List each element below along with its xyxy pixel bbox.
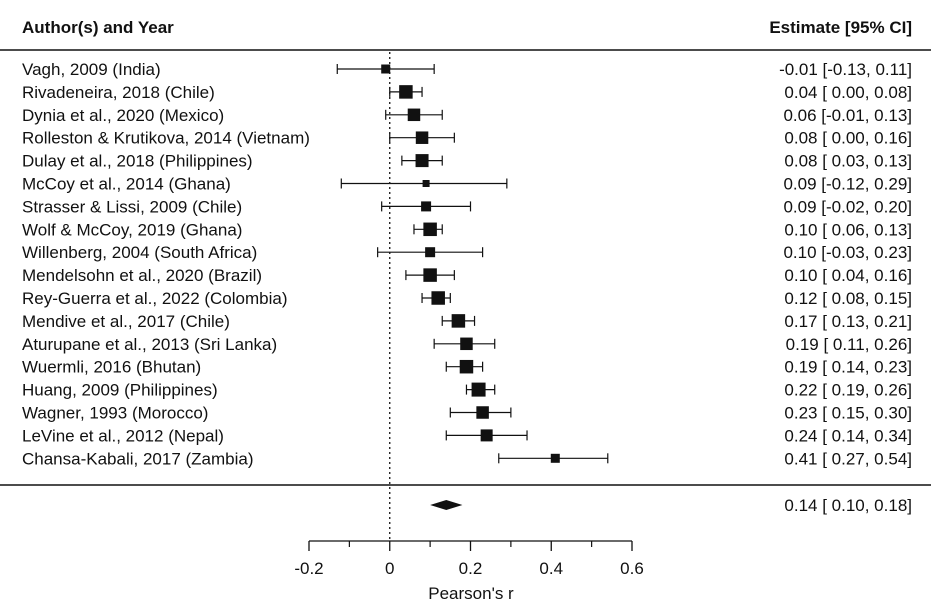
- study-estimate-text: 0.10 [ 0.06, 0.13]: [784, 220, 912, 239]
- study-estimate-text: 0.08 [ 0.00, 0.16]: [784, 129, 912, 148]
- study-label: Dulay et al., 2018 (Philippines): [22, 152, 253, 171]
- study-row: Wuermli, 2016 (Bhutan) 0.19 [ 0.14, 0.23]: [22, 358, 912, 377]
- header-right: Estimate [95% CI]: [769, 18, 912, 37]
- study-row: Rivadeneira, 2018 (Chile) 0.04 [ 0.00, 0.…: [22, 83, 912, 102]
- study-row: Huang, 2009 (Philippines) 0.22 [ 0.19, 0.…: [22, 381, 912, 400]
- study-row: Mendive et al., 2017 (Chile) 0.17 [ 0.13,…: [22, 312, 912, 331]
- study-label: Rey-Guerra et al., 2022 (Colombia): [22, 289, 288, 308]
- study-label: Aturupane et al., 2013 (Sri Lanka): [22, 335, 277, 354]
- study-row: Chansa-Kabali, 2017 (Zambia) 0.41 [ 0.27,…: [22, 449, 912, 468]
- study-estimate-text: 0.10 [-0.03, 0.23]: [783, 243, 912, 262]
- study-row: Willenberg, 2004 (South Africa) 0.10 [-0.…: [22, 243, 912, 262]
- study-label: LeVine et al., 2012 (Nepal): [22, 426, 224, 445]
- study-estimate-text: 0.17 [ 0.13, 0.21]: [784, 312, 912, 331]
- point-estimate: [421, 201, 432, 212]
- point-estimate: [415, 131, 429, 144]
- point-estimate: [399, 85, 413, 99]
- point-estimate: [423, 268, 437, 282]
- point-estimate: [422, 180, 430, 187]
- point-estimate: [431, 291, 445, 305]
- study-row: Mendelsohn et al., 2020 (Brazil) 0.10 [ 0…: [22, 266, 912, 285]
- x-tick-label: 0.4: [539, 559, 563, 578]
- study-estimate-text: 0.04 [ 0.00, 0.08]: [784, 83, 912, 102]
- point-estimate: [550, 453, 560, 463]
- study-estimate-text: 0.08 [ 0.03, 0.13]: [784, 152, 912, 171]
- study-label: Wuermli, 2016 (Bhutan): [22, 358, 201, 377]
- study-estimate-text: 0.09 [-0.02, 0.20]: [783, 197, 912, 216]
- study-label: Vagh, 2009 (India): [22, 60, 161, 79]
- point-estimate: [476, 406, 489, 419]
- study-estimate-text: 0.22 [ 0.19, 0.26]: [784, 381, 912, 400]
- study-label: Mendive et al., 2017 (Chile): [22, 312, 230, 331]
- study-row: Wagner, 1993 (Morocco) 0.23 [ 0.15, 0.30]: [22, 404, 912, 423]
- x-axis-title: Pearson's r: [428, 584, 514, 603]
- summary-row: 0.14 [ 0.10, 0.18]: [430, 496, 912, 515]
- point-estimate: [407, 108, 421, 122]
- study-label: Chansa-Kabali, 2017 (Zambia): [22, 449, 254, 468]
- study-label: Wagner, 1993 (Morocco): [22, 404, 208, 423]
- study-row: Dulay et al., 2018 (Philippines) 0.08 [ 0…: [22, 152, 912, 171]
- study-estimate-text: 0.24 [ 0.14, 0.34]: [784, 426, 912, 445]
- study-estimate-text: 0.06 [-0.01, 0.13]: [783, 106, 912, 125]
- summary-estimate-text: 0.14 [ 0.10, 0.18]: [784, 496, 912, 515]
- study-estimate-text: 0.09 [-0.12, 0.29]: [783, 175, 912, 194]
- study-estimate-text: 0.41 [ 0.27, 0.54]: [784, 449, 912, 468]
- study-label: Rivadeneira, 2018 (Chile): [22, 83, 215, 102]
- study-label: Mendelsohn et al., 2020 (Brazil): [22, 266, 262, 285]
- study-row: Rolleston & Krutikova, 2014 (Vietnam) 0.0…: [22, 129, 912, 148]
- study-estimate-text: 0.10 [ 0.04, 0.16]: [784, 266, 912, 285]
- point-estimate: [425, 247, 436, 258]
- point-estimate: [451, 314, 466, 328]
- study-estimate-text: 0.12 [ 0.08, 0.15]: [784, 289, 912, 308]
- study-label: Dynia et al., 2020 (Mexico): [22, 106, 224, 125]
- study-estimate-text: 0.19 [ 0.11, 0.26]: [786, 335, 912, 354]
- point-estimate: [480, 429, 493, 442]
- study-label: Rolleston & Krutikova, 2014 (Vietnam): [22, 129, 310, 148]
- study-row: Wolf & McCoy, 2019 (Ghana) 0.10 [ 0.06, 0…: [22, 220, 912, 239]
- study-row: McCoy et al., 2014 (Ghana) 0.09 [-0.12, 0…: [22, 175, 912, 194]
- point-estimate: [460, 337, 473, 351]
- point-estimate: [415, 154, 429, 168]
- point-estimate: [423, 222, 437, 237]
- study-row: Dynia et al., 2020 (Mexico) 0.06 [-0.01, …: [22, 106, 912, 125]
- study-row: Rey-Guerra et al., 2022 (Colombia) 0.12 […: [22, 289, 912, 308]
- study-estimate-text: 0.23 [ 0.15, 0.30]: [784, 404, 912, 423]
- study-label: Willenberg, 2004 (South Africa): [22, 243, 257, 262]
- point-estimate: [459, 359, 474, 374]
- study-rows: Vagh, 2009 (India) -0.01 [-0.13, 0.11] Riv…: [22, 60, 912, 468]
- x-tick-label: 0.2: [459, 559, 483, 578]
- x-tick-label: -0.2: [294, 559, 323, 578]
- study-label: Wolf & McCoy, 2019 (Ghana): [22, 220, 242, 239]
- study-row: Strasser & Lissi, 2009 (Chile) 0.09 [-0.0…: [22, 197, 912, 216]
- study-row: LeVine et al., 2012 (Nepal) 0.24 [ 0.14, …: [22, 426, 912, 445]
- x-axis: -0.2 0 0.2 0.4 0.6: [294, 540, 644, 578]
- summary-diamond: [430, 500, 463, 510]
- study-row: Aturupane et al., 2013 (Sri Lanka) 0.19 […: [22, 335, 912, 354]
- point-estimate: [381, 64, 391, 74]
- study-label: Strasser & Lissi, 2009 (Chile): [22, 197, 242, 216]
- study-estimate-text: 0.19 [ 0.14, 0.23]: [784, 358, 912, 377]
- x-tick-label: 0: [385, 559, 394, 578]
- study-label: McCoy et al., 2014 (Ghana): [22, 175, 231, 194]
- point-estimate: [471, 382, 486, 397]
- study-label: Huang, 2009 (Philippines): [22, 381, 218, 400]
- study-estimate-text: -0.01 [-0.13, 0.11]: [779, 60, 912, 79]
- x-tick-label: 0.6: [620, 559, 644, 578]
- header-left: Author(s) and Year: [22, 18, 174, 37]
- study-row: Vagh, 2009 (India) -0.01 [-0.13, 0.11]: [22, 60, 912, 79]
